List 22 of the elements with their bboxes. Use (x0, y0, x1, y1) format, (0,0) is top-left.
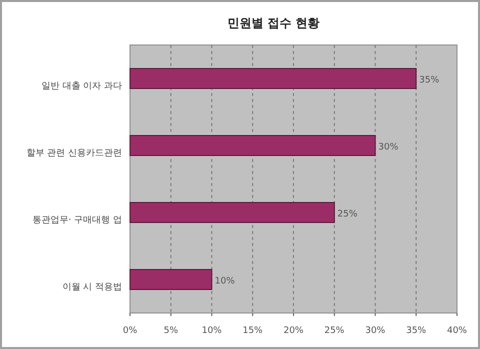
x-tick-label: 15% (242, 326, 264, 336)
bar (130, 68, 417, 89)
x-tick-label: 40% (446, 326, 468, 336)
y-tick-label: 이월 시 적용법 (62, 282, 122, 292)
bar (130, 202, 335, 223)
chart-title: 민원별 접수 현황 (227, 16, 320, 30)
x-tick-label: 20% (283, 326, 304, 336)
bar (130, 269, 212, 290)
x-tick-label: 5% (164, 326, 178, 336)
x-tick-label: 35% (406, 326, 427, 336)
data-label: 30% (378, 142, 399, 152)
y-tick-label: 일반 대출 이자 과다 (41, 82, 122, 92)
bar (130, 135, 376, 156)
y-tick-label: 통관업무· 구매대행 업 (32, 216, 122, 226)
y-tick-label: 할부 관련 신용카드관련 (26, 148, 122, 158)
x-tick-label: 25% (324, 326, 345, 336)
x-tick-label: 10% (202, 326, 222, 336)
data-label: 25% (337, 210, 358, 220)
x-tick-label: 30% (365, 326, 386, 336)
x-tick-label: 0% (122, 326, 138, 336)
data-label: 10% (214, 276, 236, 286)
data-label: 35% (419, 76, 440, 86)
